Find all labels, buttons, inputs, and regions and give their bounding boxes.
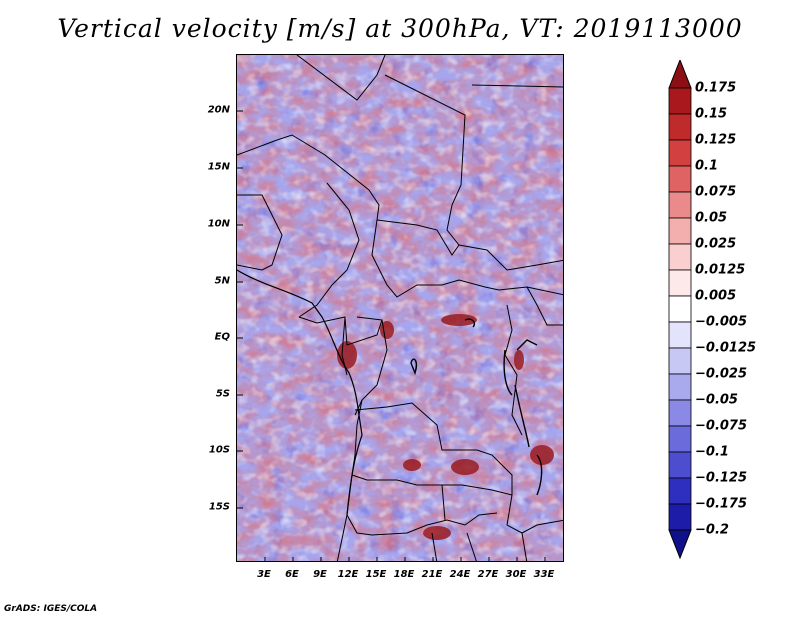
colorbar-swatch	[668, 113, 692, 141]
colorbar-label: 0.125	[695, 132, 737, 148]
colorbar-arrow-bottom	[668, 529, 692, 560]
colorbar-label: −0.125	[695, 470, 748, 486]
map-panel	[236, 54, 564, 562]
lon-label: 18E	[393, 569, 415, 580]
vertical-velocity-field	[237, 55, 563, 561]
colorbar-swatch	[668, 139, 692, 167]
lon-label: 27E	[477, 569, 499, 580]
lat-label: 15S	[208, 501, 230, 513]
lat-label: 10N	[207, 218, 230, 230]
lon-label: 15E	[365, 569, 387, 580]
lon-label: 24E	[449, 569, 471, 580]
lon-label: 12E	[337, 569, 359, 580]
lon-label: 9E	[313, 569, 327, 580]
lat-label: 20N	[207, 104, 230, 116]
colorbar-swatch	[668, 477, 692, 505]
colorbar-swatch	[668, 165, 692, 193]
colorbar-label: 0.025	[695, 236, 737, 252]
colorbar-label: −0.0125	[695, 340, 757, 356]
colorbar-label: 0.05	[695, 210, 728, 226]
lon-gridlines	[264, 557, 546, 561]
colorbar	[668, 60, 692, 560]
colorbar-label: 0.1	[695, 158, 719, 174]
lat-label: 5N	[214, 275, 230, 287]
map-title: Vertical velocity [m/s] at 300hPa, VT: 2…	[57, 14, 743, 43]
colorbar-label: 0.075	[695, 184, 737, 200]
colorbar-label: −0.1	[695, 444, 729, 460]
lon-label: 30E	[505, 569, 527, 580]
lat-label: 15N	[207, 161, 230, 173]
colorbar-label: −0.2	[695, 522, 729, 538]
colorbar-swatch	[668, 347, 692, 375]
lon-label: 21E	[421, 569, 443, 580]
grads-credit: GrADS: IGES/COLA	[4, 604, 98, 614]
colorbar-label: −0.075	[695, 418, 748, 434]
colorbar-label: −0.005	[695, 314, 748, 330]
colorbar-label: −0.025	[695, 366, 748, 382]
colorbar-swatch	[668, 399, 692, 427]
lon-label: 3E	[257, 569, 271, 580]
lon-label: 6E	[285, 569, 299, 580]
colorbar-label: 0.005	[695, 288, 737, 304]
lat-gridlines	[237, 110, 243, 509]
colorbar-label: −0.05	[695, 392, 738, 408]
lon-label: 33E	[533, 569, 555, 580]
colorbar-swatch	[668, 243, 692, 271]
colorbar-swatch	[668, 191, 692, 219]
colorbar-swatch	[668, 87, 692, 115]
country-borders	[237, 55, 563, 561]
coastline-atlantic	[237, 269, 363, 516]
colorbar-swatch	[668, 373, 692, 401]
lakes-outline	[410, 318, 543, 496]
colorbar-swatch	[668, 269, 692, 297]
colorbar-arrow-top	[668, 60, 692, 89]
colorbar-swatch	[668, 295, 692, 323]
lat-label: 5S	[215, 388, 230, 400]
colorbar-label: 0.0125	[695, 262, 746, 278]
colorbar-swatch	[668, 451, 692, 479]
colorbar-swatch	[668, 217, 692, 245]
colorbar-label: 0.175	[695, 80, 737, 96]
lat-label: EQ	[214, 331, 230, 343]
colorbar-swatch	[668, 321, 692, 349]
colorbar-label: −0.175	[695, 496, 748, 512]
colorbar-swatch	[668, 425, 692, 453]
lat-label: 10S	[208, 444, 230, 456]
colorbar-swatch	[668, 503, 692, 531]
colorbar-label: 0.15	[695, 106, 728, 122]
